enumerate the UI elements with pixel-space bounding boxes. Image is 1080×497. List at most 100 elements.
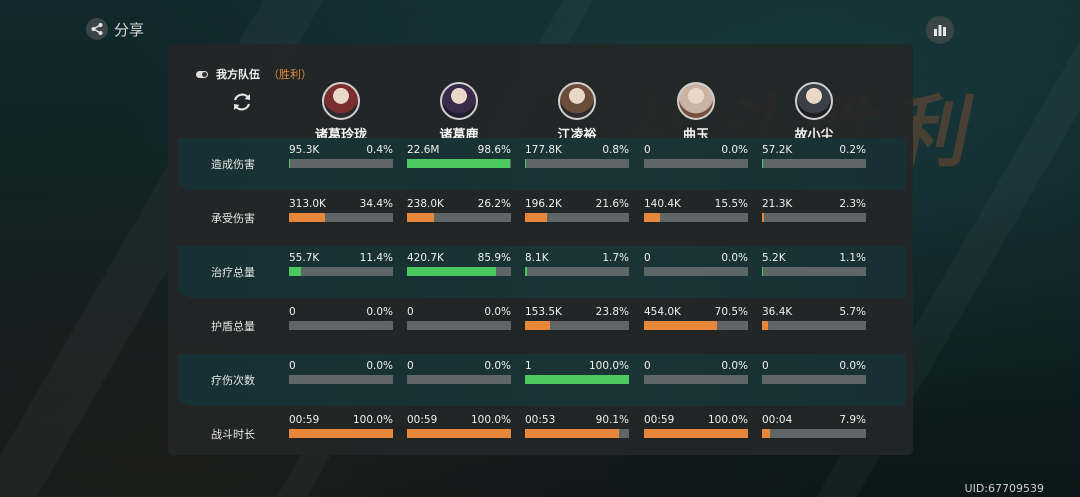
- stat-cell: 0 0.0%: [289, 306, 393, 330]
- stat-value: 00:53: [525, 414, 556, 426]
- stat-percent: 0.4%: [366, 144, 393, 156]
- progress-bar: [762, 267, 866, 276]
- progress-bar: [289, 375, 393, 384]
- avatar[interactable]: [558, 82, 596, 120]
- stat-percent: 100.0%: [707, 414, 748, 426]
- stat-value: 57.2K: [762, 144, 793, 156]
- stat-value: 177.8K: [525, 144, 562, 156]
- progress-bar: [407, 159, 511, 168]
- toggle-icon[interactable]: [196, 70, 208, 78]
- avatar[interactable]: [322, 82, 360, 120]
- progress-bar: [407, 321, 511, 330]
- stat-label: 造成伤害: [211, 158, 255, 171]
- progress-bar: [644, 159, 748, 168]
- player-column-header: 曲玉: [644, 82, 748, 143]
- user-id: UID:67709539: [964, 482, 1044, 495]
- stat-cell: 0 0.0%: [644, 144, 748, 168]
- progress-bar: [644, 375, 748, 384]
- share-button[interactable]: 分享: [86, 18, 144, 40]
- stat-value: 0: [407, 360, 414, 372]
- stat-cell: 0 0.0%: [289, 360, 393, 384]
- stat-row: 护盾总量 0 0.0% 0 0.0% 153.5K 23.8% 454.0K 70.5% 36.4…: [178, 300, 906, 352]
- stat-cell: 313.0K 34.4%: [289, 198, 393, 222]
- progress-fill: [525, 375, 629, 384]
- progress-fill: [644, 321, 718, 330]
- stat-cell: 55.7K 11.4%: [289, 252, 393, 276]
- stat-percent: 90.1%: [595, 414, 629, 426]
- stat-label: 护盾总量: [211, 320, 255, 333]
- stat-value: 22.6M: [407, 144, 440, 156]
- stat-percent: 0.0%: [839, 360, 866, 372]
- stat-value: 420.7K: [407, 252, 444, 264]
- stat-cell: 0 0.0%: [762, 360, 866, 384]
- refresh-icon[interactable]: [230, 90, 254, 114]
- progress-fill: [525, 159, 526, 168]
- progress-bar: [525, 429, 629, 438]
- stat-value: 0: [644, 144, 651, 156]
- progress-bar: [644, 429, 748, 438]
- stat-cell: 140.4K 15.5%: [644, 198, 748, 222]
- progress-fill: [762, 213, 765, 222]
- stat-percent: 70.5%: [714, 306, 748, 318]
- progress-fill: [762, 429, 771, 438]
- team-result: （胜利）: [268, 68, 312, 81]
- progress-bar: [525, 159, 629, 168]
- stat-value: 0: [644, 252, 651, 264]
- progress-fill: [407, 213, 435, 222]
- stat-value: 0: [407, 306, 414, 318]
- stat-cell: 57.2K 0.2%: [762, 144, 866, 168]
- stat-percent: 1.7%: [602, 252, 629, 264]
- stat-cell: 8.1K 1.7%: [525, 252, 629, 276]
- progress-bar: [289, 267, 393, 276]
- progress-fill: [644, 213, 661, 222]
- stat-percent: 0.2%: [839, 144, 866, 156]
- progress-bar: [289, 429, 393, 438]
- stat-value: 36.4K: [762, 306, 793, 318]
- stat-value: 238.0K: [407, 198, 444, 210]
- progress-bar: [525, 267, 629, 276]
- progress-fill: [289, 213, 325, 222]
- progress-bar: [289, 159, 393, 168]
- stat-percent: 100.0%: [352, 414, 393, 426]
- stat-cell: 196.2K 21.6%: [525, 198, 629, 222]
- stat-percent: 98.6%: [477, 144, 511, 156]
- stat-percent: 100.0%: [470, 414, 511, 426]
- stat-value: 00:59: [407, 414, 438, 426]
- progress-bar: [762, 213, 866, 222]
- avatar[interactable]: [440, 82, 478, 120]
- stat-cell: 0 0.0%: [644, 360, 748, 384]
- progress-bar: [407, 429, 511, 438]
- bar-chart-icon[interactable]: [926, 16, 954, 44]
- progress-bar: [525, 375, 629, 384]
- stat-cell: 454.0K 70.5%: [644, 306, 748, 330]
- stat-cell: 00:59 100.0%: [407, 414, 511, 438]
- progress-fill: [407, 429, 511, 438]
- stat-percent: 23.8%: [595, 306, 629, 318]
- progress-bar: [525, 321, 629, 330]
- avatar[interactable]: [795, 82, 833, 120]
- stat-percent: 5.7%: [839, 306, 866, 318]
- avatar[interactable]: [677, 82, 715, 120]
- stat-value: 8.1K: [525, 252, 549, 264]
- stat-label: 疗伤次数: [211, 374, 255, 387]
- team-label: 我方队伍: [216, 68, 260, 81]
- stat-percent: 0.0%: [366, 360, 393, 372]
- progress-fill: [644, 429, 748, 438]
- progress-fill: [525, 429, 619, 438]
- stat-cell: 5.2K 1.1%: [762, 252, 866, 276]
- progress-bar: [289, 213, 393, 222]
- stat-percent: 0.0%: [721, 144, 748, 156]
- progress-fill: [762, 267, 764, 276]
- stat-value: 1: [525, 360, 532, 372]
- stat-percent: 2.3%: [839, 198, 866, 210]
- stat-value: 313.0K: [289, 198, 326, 210]
- stat-value: 140.4K: [644, 198, 681, 210]
- player-column-header: 江凌裕: [525, 82, 629, 143]
- stat-value: 00:59: [644, 414, 675, 426]
- stat-row: 承受伤害 313.0K 34.4% 238.0K 26.2% 196.2K 21.6% 140…: [178, 192, 906, 244]
- stat-value: 153.5K: [525, 306, 562, 318]
- stat-value: 5.2K: [762, 252, 786, 264]
- progress-fill: [525, 213, 548, 222]
- stat-cell: 238.0K 26.2%: [407, 198, 511, 222]
- progress-bar: [762, 375, 866, 384]
